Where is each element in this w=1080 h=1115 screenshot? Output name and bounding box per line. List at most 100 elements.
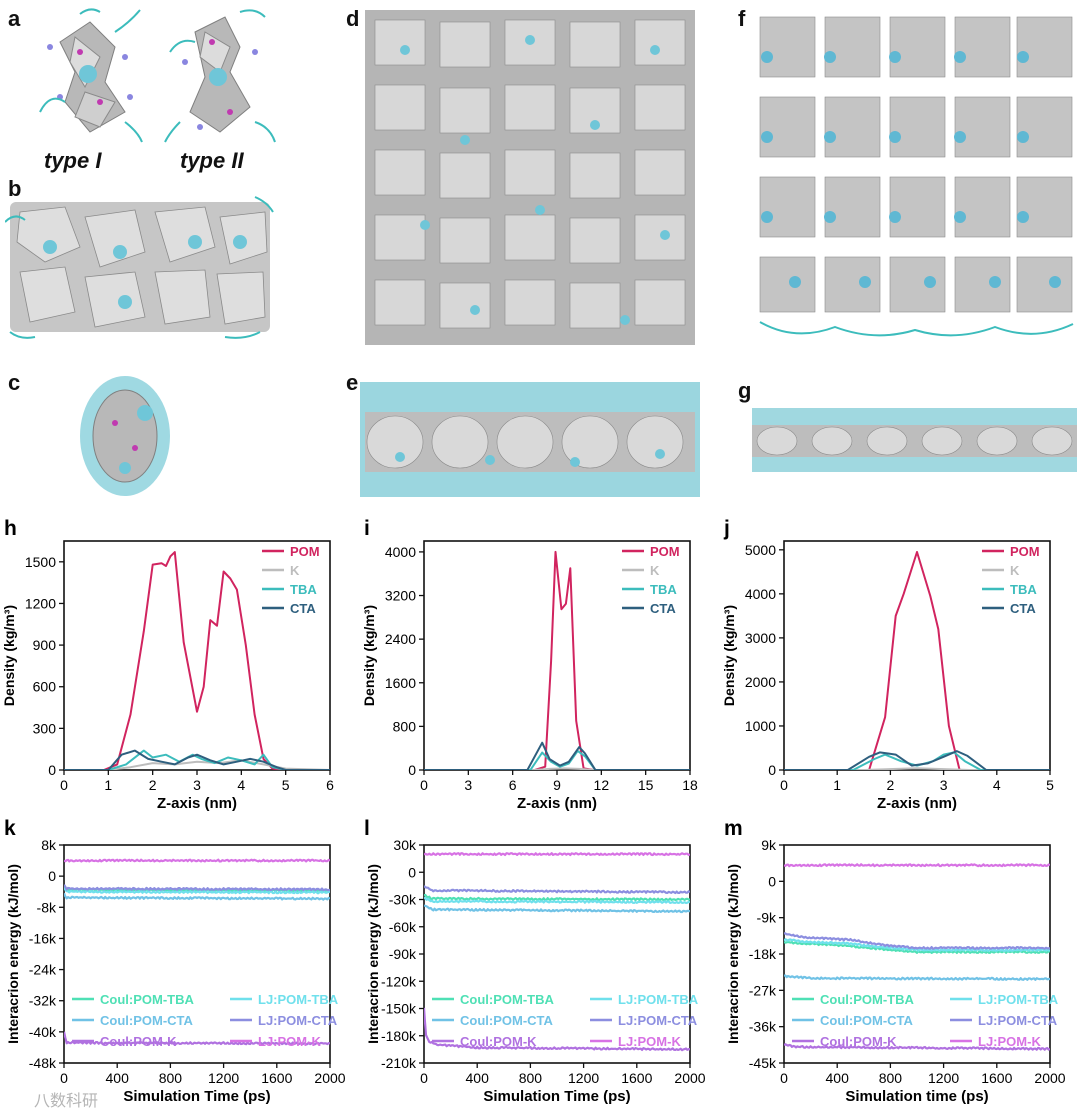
series-line-cta xyxy=(784,750,1050,770)
legend-label: LJ:POM-TBA xyxy=(978,992,1059,1007)
y-tick-label: 1000 xyxy=(745,718,776,734)
y-tick-label: 0 xyxy=(48,868,56,884)
y-tick-label: 0 xyxy=(408,864,416,880)
y-tick-label: -120k xyxy=(381,973,417,989)
x-tick-label: 0 xyxy=(780,1070,788,1086)
legend-label: POM xyxy=(650,544,680,559)
snapshot-d xyxy=(365,10,695,345)
x-tick-label: 5 xyxy=(1046,777,1054,793)
legend-label: Coul:POM-K xyxy=(460,1034,537,1049)
x-tick-label: 0 xyxy=(780,777,788,793)
series-line-lj-pom-k xyxy=(784,863,1050,868)
series-line-tba xyxy=(64,749,330,770)
y-tick-label: -30k xyxy=(389,892,417,908)
y-tick-label: 2400 xyxy=(385,631,416,647)
x-tick-label: 1600 xyxy=(981,1070,1012,1086)
x-tick-label: 5 xyxy=(282,777,290,793)
x-axis-label: Z-axis (nm) xyxy=(157,795,237,812)
energy-chart-k: k 0 400 800 1200 1600 2000 8k 0 -8k -16k -24k -32k -4… xyxy=(4,817,346,1105)
series-line-lj-pom-k xyxy=(424,852,690,857)
x-axis-label: Simulation time (ps) xyxy=(845,1088,988,1105)
energy-chart-l: l 0 400 800 1200 1600 2000 30k 0 -30k -60k -90k -120… xyxy=(364,817,706,1105)
watermark: 八数科研 xyxy=(34,1093,99,1110)
series-group xyxy=(784,863,1050,1051)
y-tick-label: -24k xyxy=(29,962,57,978)
x-axis-label: Z-axis (nm) xyxy=(877,795,957,812)
y-tick-label: 1600 xyxy=(385,675,416,691)
legend-label: POM xyxy=(1010,544,1040,559)
y-tick-label: -180k xyxy=(381,1028,417,1044)
y-tick-label: -150k xyxy=(381,1001,417,1017)
x-tick-label: 6 xyxy=(509,777,517,793)
legend-label: CTA xyxy=(290,601,316,616)
snapshot-type-ii xyxy=(164,9,276,143)
series-line-cta xyxy=(64,749,330,770)
panel-label-e: e xyxy=(346,370,359,395)
y-tick-label: 300 xyxy=(33,720,57,736)
legend-label: LJ:POM-K xyxy=(978,1034,1041,1049)
series-line-cta xyxy=(424,741,690,770)
series-line-k xyxy=(64,759,330,770)
x-tick-label: 800 xyxy=(519,1070,543,1086)
legend-label: Coul:POM-K xyxy=(820,1034,897,1049)
x-tick-label: 4 xyxy=(237,777,245,793)
x-tick-label: 12 xyxy=(594,777,610,793)
x-tick-label: 0 xyxy=(420,777,428,793)
x-tick-label: 15 xyxy=(638,777,654,793)
series-group xyxy=(424,550,690,770)
y-tick-label: -40k xyxy=(29,1024,57,1040)
legend-label: LJ:POM-CTA xyxy=(618,1013,698,1028)
series-line-coul-pom-k xyxy=(424,1007,690,1052)
series-line-coul-pom-cta xyxy=(784,974,1050,981)
series-group xyxy=(64,858,330,1046)
x-tick-label: 1200 xyxy=(568,1070,599,1086)
series-line-lj-pom-tba xyxy=(64,886,330,895)
legend-label: TBA xyxy=(650,582,677,597)
y-tick-label: -9k xyxy=(757,910,777,926)
x-axis-label: Simulation Time (ps) xyxy=(123,1088,270,1105)
panel-label-f: f xyxy=(738,6,746,31)
legend-label: LJ:POM-CTA xyxy=(258,1013,338,1028)
series-line-pom xyxy=(784,551,1050,770)
series-group xyxy=(784,551,1050,770)
legend-label: Coul:POM-TBA xyxy=(820,992,914,1007)
panel-label-b: b xyxy=(8,176,22,201)
snapshot-b xyxy=(5,196,274,339)
y-axis-label: Interacrion energy (kJ/mol) xyxy=(5,864,21,1044)
x-tick-label: 1600 xyxy=(621,1070,652,1086)
x-tick-label: 9 xyxy=(553,777,561,793)
y-tick-label: -32k xyxy=(29,993,57,1009)
plot-frame xyxy=(783,540,1051,771)
x-axis-label: Simulation Time (ps) xyxy=(483,1088,630,1105)
x-tick-label: 3 xyxy=(464,777,472,793)
x-tick-label: 4 xyxy=(993,777,1001,793)
density-chart-h: h 0 1 2 3 4 5 6 0 300 600 900 1200 1500 Z-axis (nm) Den… xyxy=(1,517,334,812)
series-line-coul-pom-cta xyxy=(64,892,330,901)
panel-label-g: g xyxy=(738,378,752,403)
y-tick-label: 0 xyxy=(48,762,56,778)
x-tick-label: 2000 xyxy=(314,1070,345,1086)
y-tick-label: 1500 xyxy=(25,554,56,570)
series-line-k xyxy=(784,767,1050,770)
series-line-lj-pom-k xyxy=(64,858,330,863)
plot-frame xyxy=(423,844,691,1064)
y-tick-label: 8k xyxy=(41,837,57,853)
y-axis-label: Density (kg/m³) xyxy=(721,605,737,706)
snapshot-c xyxy=(80,376,170,496)
y-tick-label: -8k xyxy=(37,899,57,915)
x-tick-label: 1200 xyxy=(208,1070,239,1086)
series-line-tba xyxy=(424,749,690,770)
y-axis-label: Density (kg/m³) xyxy=(361,605,377,706)
x-tick-label: 800 xyxy=(159,1070,183,1086)
series-line-coul-pom-tba xyxy=(424,893,690,902)
series-group xyxy=(64,551,330,770)
legend-label: CTA xyxy=(1010,601,1036,616)
y-tick-label: 4000 xyxy=(745,586,776,602)
x-tick-label: 0 xyxy=(60,1070,68,1086)
panel-label-a: a xyxy=(8,6,21,31)
x-tick-label: 2 xyxy=(887,777,895,793)
energy-chart-m: m 0 400 800 1200 1600 2000 9k 0 -9k -18k -27k -36k -4… xyxy=(724,817,1066,1105)
snapshot-type-i xyxy=(39,8,143,143)
legend-label: K xyxy=(290,563,300,578)
y-axis-label: Interacrion energy (kJ/mol) xyxy=(365,864,381,1044)
